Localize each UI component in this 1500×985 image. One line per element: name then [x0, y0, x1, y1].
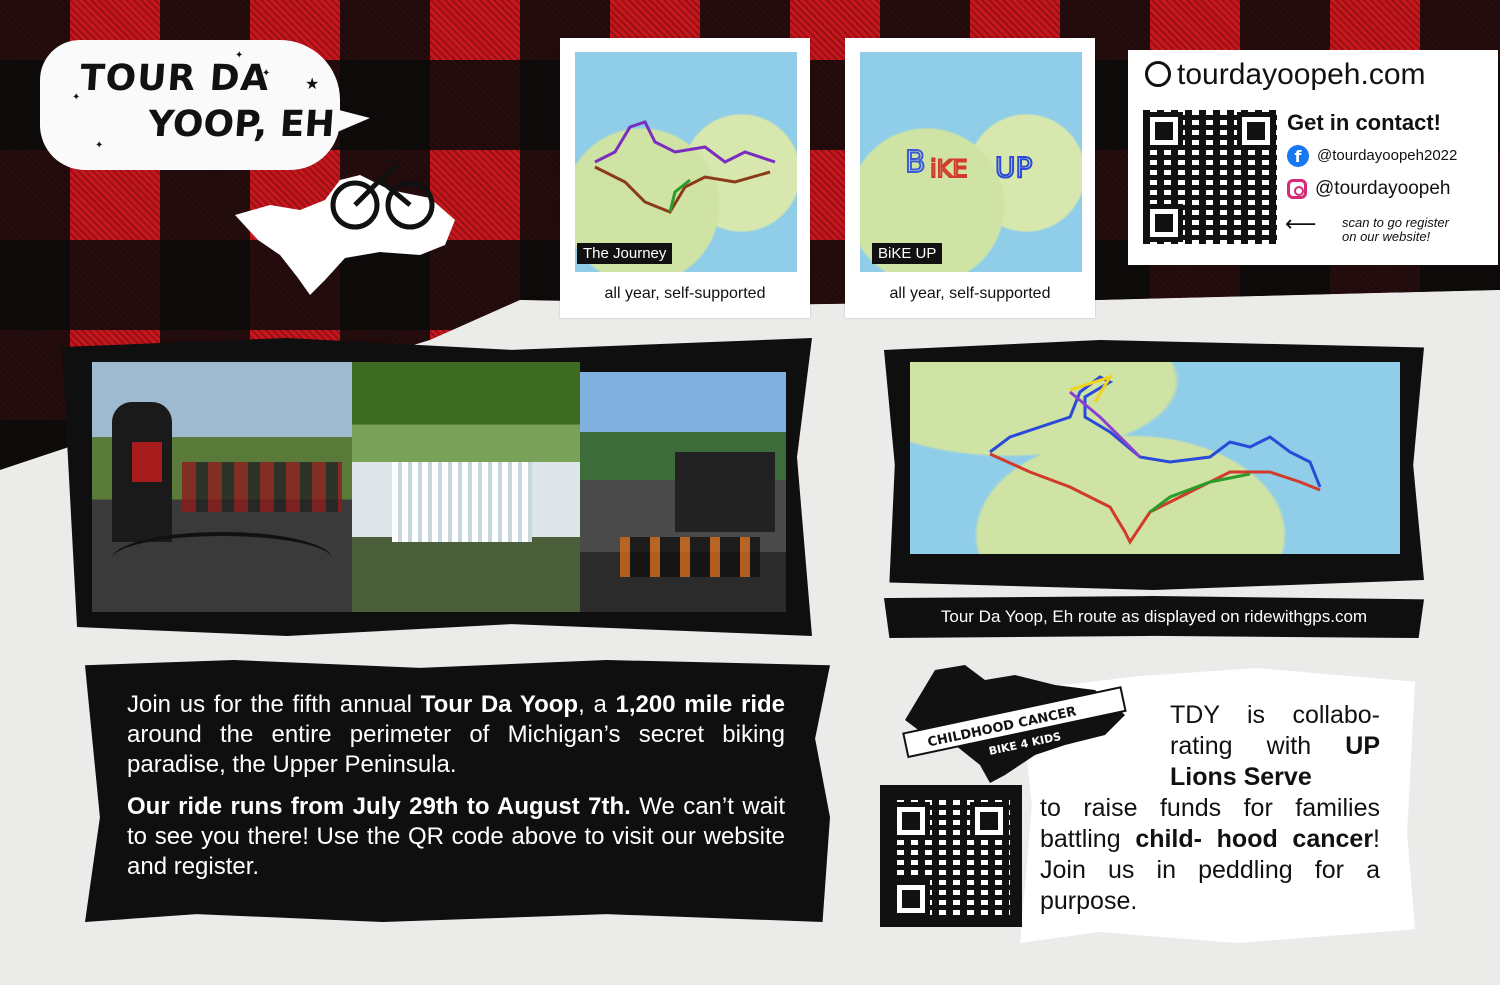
route-map-caption: Tour Da Yoop, Eh route as displayed on r…: [884, 596, 1424, 638]
town-ride-photo: [580, 372, 786, 612]
star-icon: ✦: [262, 68, 271, 79]
about-text-tour-name: Tour Da Yoop: [420, 691, 579, 718]
about-text-dates: Our ride runs from July 29th to August 7…: [127, 793, 631, 820]
svg-text:UP: UP: [995, 151, 1032, 184]
upper-peninsula-cyclist-icon: [235, 160, 455, 295]
journey-map-caption: all year, self-supported: [604, 285, 766, 302]
charity-text-indent: TDY is collabo- rating with UP Lions Ser…: [1040, 700, 1380, 793]
charity-text-c: to raise funds for families battling: [1040, 794, 1380, 853]
childhood-cancer-badge: CHILDHOOD CANCER BIKE 4 KIDS: [902, 665, 1127, 783]
star-icon: ✦: [95, 140, 104, 151]
journey-route-line: [594, 120, 776, 214]
facebook-icon: f: [1287, 145, 1309, 167]
scan-note: scan to go register on our website!: [1342, 216, 1449, 244]
journey-map-label: The Journey: [577, 243, 673, 264]
star-icon: ★: [305, 74, 320, 93]
instagram-icon: [1287, 178, 1307, 199]
about-text-invite: We can’t wait to see you there! Use the …: [127, 793, 785, 880]
bike-up-map-caption: all year, self-supported: [889, 285, 1051, 302]
star-icon: ✦: [72, 92, 81, 103]
svg-text:iKE: iKE: [930, 155, 968, 183]
about-text: Join us for the fifth annual Tour Da Yoo…: [127, 690, 785, 882]
star-icon: ✦: [235, 50, 244, 61]
about-paragraph-2: Our ride runs from July 29th to August 7…: [127, 792, 785, 882]
svg-text:B: B: [905, 145, 926, 180]
bike-up-map: B iKE UP: [860, 52, 1082, 272]
website-link[interactable]: tourdayoopeh.com: [1145, 58, 1426, 92]
cyclists-group-photo: [92, 362, 354, 612]
bike-up-map-label: BiKE UP: [872, 243, 943, 264]
logo-line-1: TOUR DA: [78, 58, 271, 99]
route-map: [910, 362, 1400, 554]
charity-text-partner: UP Lions Serve: [1170, 732, 1380, 791]
logo-bubble: [40, 40, 340, 170]
charity-text-a: TDY is collabo- rating with: [1170, 701, 1380, 760]
charity-text-cause: child- hood cancer: [1135, 825, 1374, 853]
charity-qr-code[interactable]: [890, 800, 1010, 920]
facebook-handle-text: @tourdayoopeh2022: [1317, 147, 1458, 165]
journey-map: [575, 52, 797, 272]
contact-heading: Get in contact!: [1287, 110, 1442, 135]
bike-up-route-line: B iKE UP: [904, 144, 1033, 185]
about-text-c: , a: [578, 691, 616, 718]
globe-icon: [1145, 61, 1171, 87]
charity-text-e: ! Join us in peddling for a purpose.: [1040, 825, 1380, 915]
about-text-e: around the entire perimeter of Michigan’…: [127, 721, 785, 778]
about-paragraph-1: Join us for the fifth annual Tour Da Yoo…: [127, 690, 785, 780]
logo-line-2: YOOP, EH: [146, 104, 337, 145]
logo-bubble-tail: [300, 100, 370, 148]
website-text: tourdayoopeh.com: [1177, 58, 1426, 91]
scan-note-line-1: scan to go register: [1342, 215, 1449, 230]
about-box: [85, 660, 830, 922]
website-qr-code[interactable]: [1143, 110, 1277, 244]
arrow-left-icon: ⟵: [1285, 212, 1317, 237]
waterfall-photo: [352, 362, 580, 612]
route-map-line: [989, 374, 1322, 545]
scan-note-line-2: on our website!: [1342, 229, 1431, 244]
facebook-handle[interactable]: f @tourdayoopeh2022: [1287, 145, 1457, 167]
charity-text: TDY is collabo- rating with UP Lions Ser…: [1040, 700, 1380, 917]
instagram-handle-text: @tourdayoopeh: [1315, 178, 1451, 199]
about-text-a: Join us for the fifth annual: [127, 691, 421, 718]
about-text-distance: 1,200 mile ride: [615, 691, 786, 718]
instagram-handle[interactable]: @tourdayoopeh: [1287, 178, 1451, 200]
